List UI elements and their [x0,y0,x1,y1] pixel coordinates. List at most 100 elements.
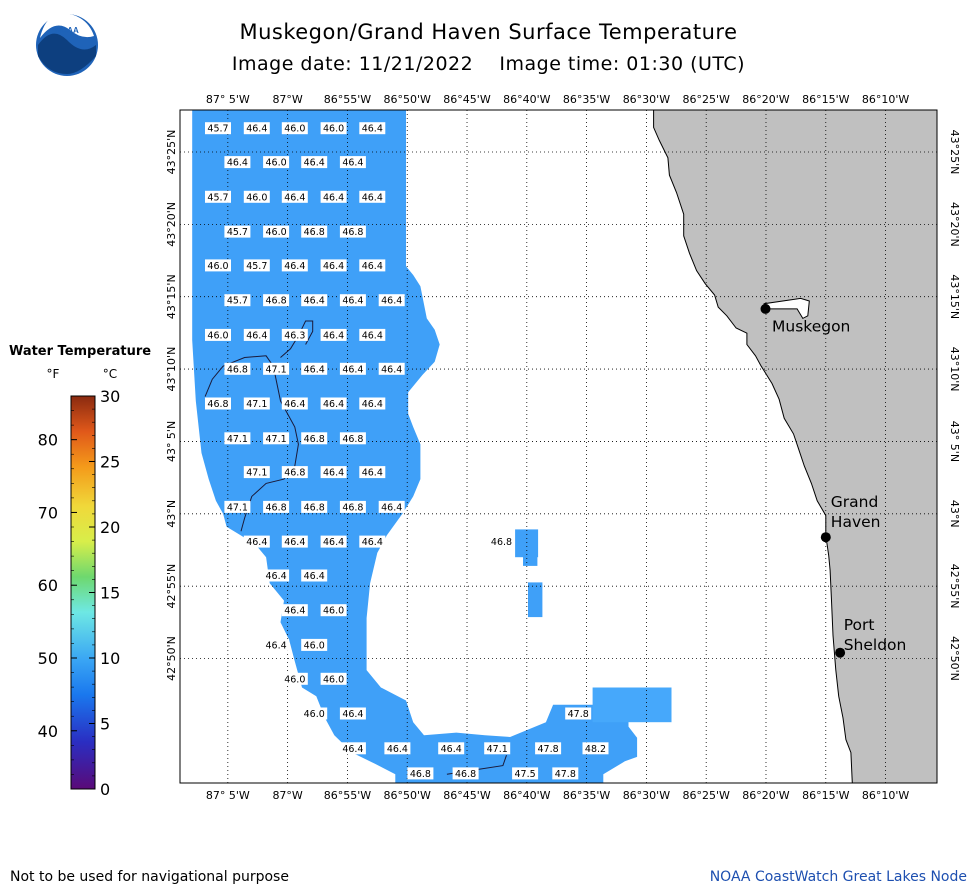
reading-value: 46.4 [362,399,383,410]
lat-tick-label: 42°50'N [165,636,178,681]
reading-box [484,742,511,755]
temperature-reading: 46.0 [263,156,290,169]
city-label: Sheldon [844,636,907,654]
reading-value: 46.4 [304,296,325,307]
c-tick-label: 15 [100,584,120,603]
temperature-reading: 45.7 [243,259,270,272]
reading-box [488,535,515,548]
reading-value: 45.7 [227,227,248,238]
temperature-reading: 47.5 [512,767,539,780]
reading-value: 46.0 [284,124,305,135]
reading-box [339,294,366,307]
temperature-reading: 46.8 [488,535,515,548]
reading-value: 46.4 [362,124,383,135]
reading-box [205,328,231,341]
reading-box [378,362,405,375]
reading-box [263,294,290,307]
temperature-reading: 46.4 [320,190,347,203]
reading-box [224,225,251,238]
reading-box [263,638,290,651]
temperature-reading: 46.8 [407,767,434,780]
reading-value: 46.8 [342,502,363,513]
temperature-reading: 46.0 [205,328,231,341]
reading-value: 45.7 [207,192,228,203]
temperature-reading: 45.7 [205,122,231,135]
reading-value: 46.4 [362,330,383,341]
reading-value: 46.4 [246,537,267,548]
temperature-reading: 46.4 [438,742,465,755]
temperature-reading: 46.8 [301,500,328,513]
reading-value: 46.4 [323,330,344,341]
reading-value: 46.4 [284,399,305,410]
isotherm-47 [204,355,299,532]
lat-tick-label: 43°15'N [948,274,961,319]
isotherm-46-5 [280,320,314,358]
temperature-reading: 46.4 [378,294,405,307]
reading-value: 46.4 [381,502,402,513]
reading-value: 46.4 [284,261,305,272]
reading-box [243,122,270,135]
f-tick-label: 50 [38,649,58,668]
lat-tick-label: 43° 5'N [165,421,178,462]
reading-value: 46.4 [323,261,344,272]
reading-box [339,362,366,375]
lon-tick-label: 86°20'W [742,789,790,802]
temperature-reading: 46.0 [263,225,290,238]
reading-box [552,767,579,780]
reading-box [301,638,328,651]
reading-value: 46.0 [323,606,344,617]
reading-value: 46.4 [342,364,363,375]
lon-tick-label: 86°50'W [384,93,432,106]
reading-value: 46.8 [284,468,305,479]
city-label: Port [844,616,875,634]
reading-value: 46.0 [304,640,325,651]
temperature-reading: 46.4 [359,259,386,272]
city-dot [835,647,846,658]
reading-value: 46.0 [246,192,267,203]
city-muskegon: Muskegon [760,303,850,335]
reading-box [320,604,347,617]
reading-box [281,190,308,203]
reading-box [359,466,386,479]
reading-value: 46.4 [381,364,402,375]
reading-value: 46.8 [207,399,228,410]
reading-value: 47.1 [246,399,267,410]
temperature-reading: 47.1 [243,397,270,410]
reading-value: 46.4 [362,468,383,479]
temperature-readings: 45.7 46.4 46.0 46.0 46.4 46.4 46.0 46.4 46.4 45.7… [205,122,609,780]
temperature-reading: 46.8 [263,500,290,513]
reading-value: 46.4 [441,744,462,755]
reading-box [452,767,479,780]
michigan-shore [653,109,938,784]
reading-value: 46.8 [410,769,431,780]
lon-tick-label: 87° 5'W [206,93,250,106]
reading-value: 46.4 [304,571,325,582]
reading-box [205,122,231,135]
reading-value: 46.8 [266,296,287,307]
reading-value: 46.4 [342,296,363,307]
land-mask [653,109,938,784]
temperature-reading: 46.4 [384,742,411,755]
city-label: Grand [831,493,879,511]
reading-box [339,707,366,720]
reading-box [301,432,328,445]
lon-tick-label: 86°40'W [503,93,551,106]
reading-box [281,259,308,272]
reading-box [320,397,347,410]
reading-value: 46.4 [323,192,344,203]
reading-value: 47.8 [555,769,576,780]
temperature-reading: 47.8 [552,767,579,780]
reading-box [301,569,328,582]
temperature-reading: 46.8 [205,397,231,410]
disclaimer: Not to be used for navigational purpose [10,869,289,885]
reading-box [378,294,405,307]
lon-tick-label: 86°35'W [563,789,611,802]
reading-box [301,294,328,307]
c-tick-label: 20 [100,518,120,537]
reading-box [263,432,290,445]
temperature-reading: 45.7 [205,190,231,203]
reading-value: 46.4 [323,468,344,479]
reading-box [224,156,251,169]
water-patch [523,555,538,566]
